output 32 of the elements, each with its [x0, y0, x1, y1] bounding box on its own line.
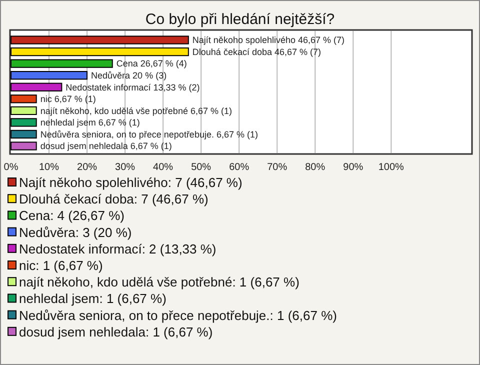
legend-label: najít někoho, kdo udělá vše potřebné: 1 (6,67 %): [19, 274, 300, 290]
data-label: Nedostatek informací 13,33 % (2): [66, 82, 200, 92]
data-label: Cena 26,67 % (4): [116, 58, 187, 69]
data-label: dosud jsem nehledala 6,67 % (1): [40, 141, 172, 152]
x-tick-label: 0%: [4, 162, 18, 173]
x-tick-label: 80%: [305, 162, 326, 173]
legend-label: Cena: 4 (26,67 %): [19, 208, 125, 224]
data-label: nehledal jsem 6,67 % (1): [40, 118, 140, 128]
x-tick-label: 60%: [229, 162, 250, 173]
chart-title: Co bylo při hledání nejtěžší?: [145, 11, 335, 28]
x-tick-label: 10%: [39, 162, 60, 173]
data-label: Najít někoho spolehlivého 46,67 % (7): [192, 35, 345, 46]
x-tick-label: 100%: [378, 162, 404, 173]
legend-label: dosud jsem nehledala: 1 (6,67 %): [19, 324, 213, 340]
x-tick-label: 30%: [115, 162, 136, 173]
legend-label: nic: 1 (6,67 %): [19, 258, 103, 273]
x-tick-label: 20%: [77, 162, 98, 173]
x-tick-label: 70%: [267, 162, 288, 173]
legend-label: nehledal jsem: 1 (6,67 %): [19, 291, 166, 306]
data-label: najít někoho, kdo udělá vše potřebné 6,67 % (1): [40, 106, 232, 116]
x-tick-label: 90%: [343, 162, 364, 173]
data-label: Nedůvěra 20 % (3): [91, 70, 167, 80]
data-label: nic 6,67 % (1): [40, 94, 96, 104]
x-tick-label: 50%: [191, 162, 212, 173]
legend-label: Nedůvěra seniora, on to přece nepotřebuje.: 1 (6,67 %): [19, 308, 337, 323]
data-label: Dlouhá čekací doba 46,67 % (7): [192, 46, 322, 57]
legend-label: Nedostatek informací: 2 (13,33 %): [19, 241, 216, 256]
data-label: Nedůvěra seniora, on to přece nepotřebuje. 6,67 % (1): [40, 129, 258, 140]
x-tick-label: 40%: [153, 162, 174, 173]
legend-label: Nedůvěra: 3 (20 %): [19, 224, 132, 240]
legend-label: Dlouhá čekací doba: 7 (46,67 %): [19, 192, 208, 207]
legend-label: Najít někoho spolehlivého: 7 (46,67 %): [19, 175, 242, 190]
